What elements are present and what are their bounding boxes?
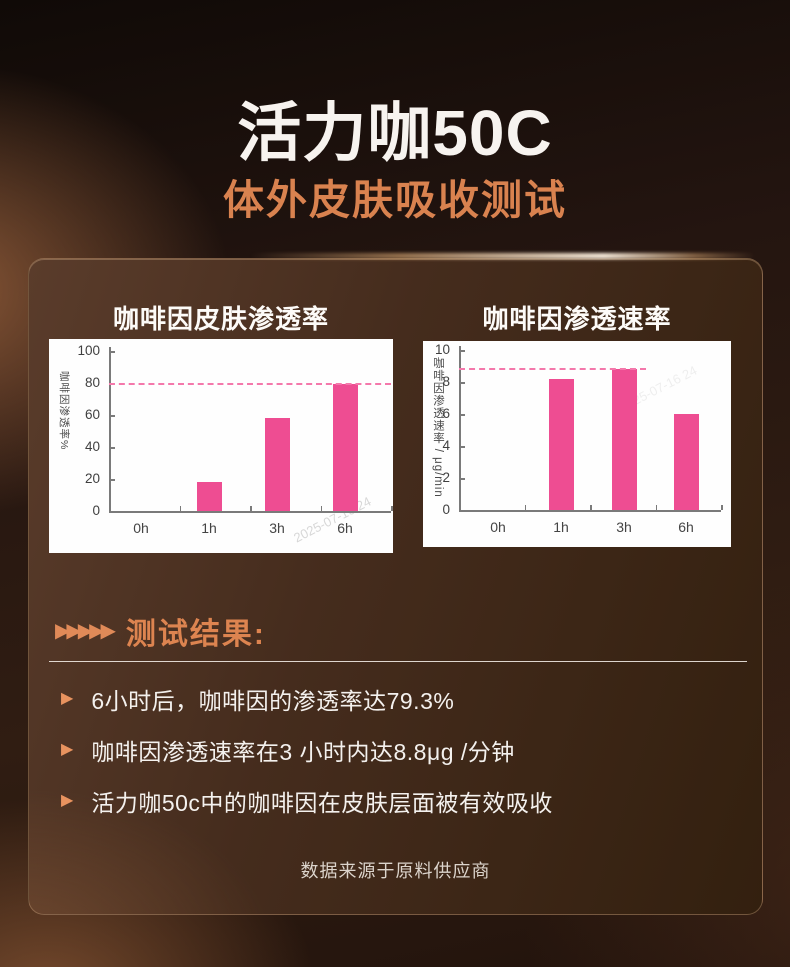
y-tick-label: 80 (84, 375, 100, 390)
y-tick (460, 414, 465, 416)
bar (548, 378, 574, 510)
y-tick-label: 0 (442, 502, 450, 517)
arrow-train-icon: ▶▶▶▶▶ (55, 620, 116, 642)
y-tick (460, 382, 465, 384)
reference-line (109, 383, 391, 386)
results-heading-text: 测试结果: (125, 618, 266, 651)
y-axis-label: 咖啡因渗透速率 / μg/min (432, 357, 444, 498)
x-tick (250, 506, 252, 511)
chart-title-penetration-speed: 咖啡因渗透速率 (482, 304, 672, 334)
bar (196, 482, 222, 511)
y-tick (460, 446, 465, 448)
y-axis-label: 咖啡因渗透率% (58, 371, 70, 451)
x-tick (524, 505, 526, 510)
bullet-text: 6小时后，咖啡因的渗透率达79.3% (91, 688, 455, 714)
bullet-text: 咖啡因渗透速率在3 小时内达8.8μg /分钟 (91, 739, 515, 765)
page-subtitle: 体外皮肤吸收测试 (223, 177, 567, 223)
triangle-bullet-icon: ▶ (61, 741, 74, 758)
y-tick (110, 479, 115, 481)
x-tick-label: 6h (678, 519, 694, 535)
x-tick-label: 6h (337, 520, 353, 536)
y-tick-label: 40 (84, 439, 100, 454)
x-tick-label: 0h (490, 519, 506, 535)
x-tick (179, 506, 181, 511)
x-axis (109, 511, 391, 513)
y-tick (110, 447, 115, 449)
x-tick-label: 3h (269, 520, 285, 536)
y-tick-label: 10 (434, 342, 450, 357)
y-tick-label: 8 (442, 374, 450, 389)
bar (611, 369, 637, 510)
bar (673, 414, 699, 510)
x-tick (721, 505, 723, 510)
y-tick-label: 6 (442, 406, 450, 421)
triangle-bullet-icon: ▶ (61, 690, 74, 707)
list-item: ▶ 6小时后，咖啡因的渗透率达79.3% (61, 682, 553, 716)
y-tick-label: 4 (442, 438, 450, 453)
x-tick (320, 506, 322, 511)
reference-line (459, 368, 646, 371)
bar (332, 384, 358, 511)
glow-streak (250, 253, 755, 259)
x-tick-label: 1h (201, 520, 217, 536)
x-tick (590, 505, 592, 510)
list-item: ▶ 活力咖50c中的咖啡因在皮肤层面被有效吸收 (61, 784, 553, 818)
divider-line (49, 661, 747, 662)
bar (264, 418, 290, 511)
data-source-note: 数据来源于原料供应商 (300, 861, 491, 881)
y-tick-label: 20 (84, 471, 100, 486)
chart-title-penetration-rate: 咖啡因皮肤渗透率 (112, 304, 329, 334)
triangle-bullet-icon: ▶ (61, 792, 74, 809)
x-tick-label: 3h (616, 519, 632, 535)
y-tick-label: 2 (442, 470, 450, 485)
y-tick (110, 351, 115, 353)
results-list: ▶ 6小时后，咖啡因的渗透率达79.3% ▶ 咖啡因渗透速率在3 小时内达8.8… (61, 682, 553, 818)
bullet-text: 活力咖50c中的咖啡因在皮肤层面被有效吸收 (91, 790, 553, 816)
y-tick-label: 100 (77, 343, 100, 358)
y-tick (460, 350, 465, 352)
chart-penetration-speed: 咖啡因渗透速率 / μg/min 2025-07-16 24 0 2 4 6 8 10 0h… (423, 341, 731, 547)
y-tick (110, 415, 115, 417)
y-axis (459, 346, 461, 510)
x-axis (459, 510, 721, 512)
list-item: ▶ 咖啡因渗透速率在3 小时内达8.8μg /分钟 (61, 733, 553, 767)
y-axis (109, 347, 111, 511)
y-tick (460, 478, 465, 480)
x-tick (655, 505, 657, 510)
chart-penetration-rate: 咖啡因渗透率% 2025-07-16 24 0 20 40 60 80 100 0h 1h 3h… (49, 339, 393, 553)
x-tick-label: 0h (133, 520, 149, 536)
page-title: 活力咖50C (237, 97, 553, 169)
x-tick-label: 1h (553, 519, 569, 535)
y-tick-label: 0 (92, 503, 100, 518)
y-tick-label: 60 (84, 407, 100, 422)
content-panel: 咖啡因皮肤渗透率 咖啡因渗透速率 咖啡因渗透率% 2025-07-16 24 0… (28, 258, 763, 915)
x-tick (391, 506, 393, 511)
results-heading: ▶▶▶▶▶ 测试结果: (55, 609, 266, 653)
